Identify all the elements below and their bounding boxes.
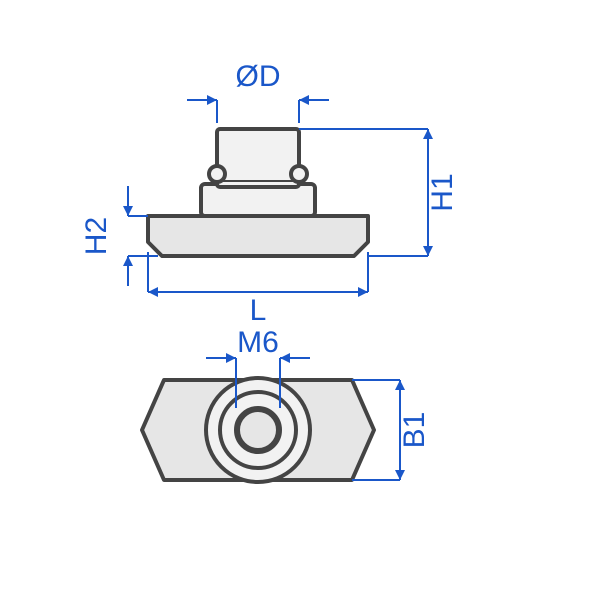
label-thread-m6: M6 [237,326,279,359]
label-diameter-d: ØD [236,60,281,93]
label-height-h1: H1 [426,173,459,211]
label-height-h2: H2 [80,217,113,255]
side-bead-left [209,166,225,182]
side-base [148,216,368,256]
label-length-l: L [250,294,267,327]
top-hole [238,410,278,450]
label-width-b1: B1 [398,412,431,449]
side-bead-right [291,166,307,182]
side-boss [217,129,299,187]
